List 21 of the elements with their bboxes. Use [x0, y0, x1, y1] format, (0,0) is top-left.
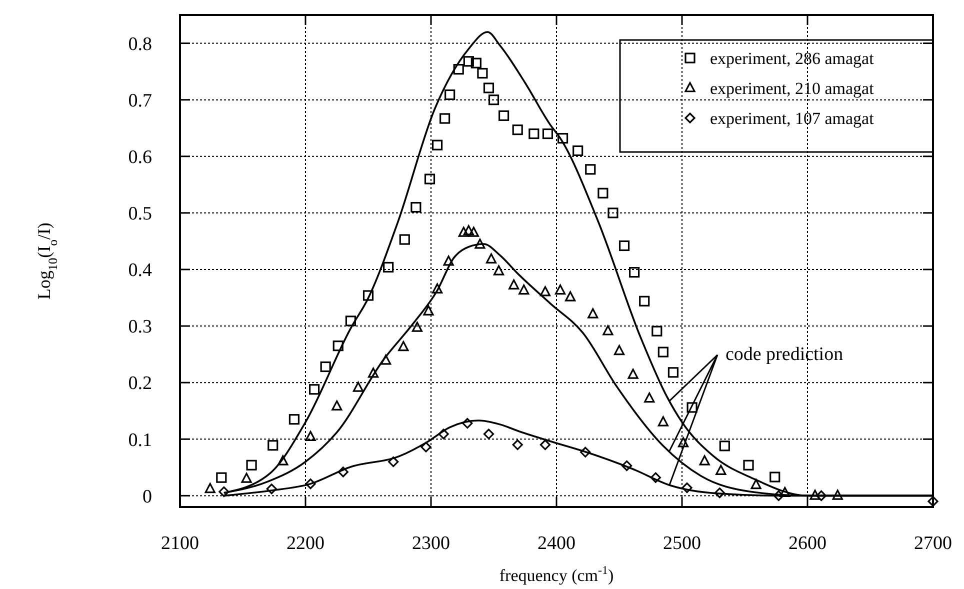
legend-label: experiment, 107 amagat	[710, 108, 874, 128]
annotation: code prediction	[725, 344, 844, 365]
y-tick-label: 0.3	[128, 316, 152, 338]
x-tick-label: 2700	[914, 533, 952, 554]
y-tick-label: 0.5	[128, 204, 152, 225]
y-tick-label: 0.6	[128, 147, 152, 168]
y-tick-label: 0.2	[128, 373, 152, 394]
x-tick-label: 2400	[538, 533, 576, 554]
x-tick-label: 2500	[663, 533, 701, 554]
x-tick-label: 2200	[286, 533, 324, 554]
x-tick-label: 2600	[788, 533, 826, 554]
x-tick-label: 2100	[161, 533, 199, 554]
legend-label: experiment, 286 amagat	[710, 48, 874, 68]
y-tick-label: 0	[142, 486, 152, 508]
x-axis-title: frequency (cm$^{-1}$)	[499, 563, 614, 585]
y-tick-label: 0.8	[128, 34, 152, 55]
y-tick-label: 0.7	[128, 90, 152, 112]
y-tick-label: 0.4	[128, 260, 152, 282]
x-tick-label: 2300	[412, 533, 450, 554]
legend-label: experiment, 210 amagat	[710, 78, 874, 98]
y-tick-label: 0.1	[128, 430, 152, 451]
